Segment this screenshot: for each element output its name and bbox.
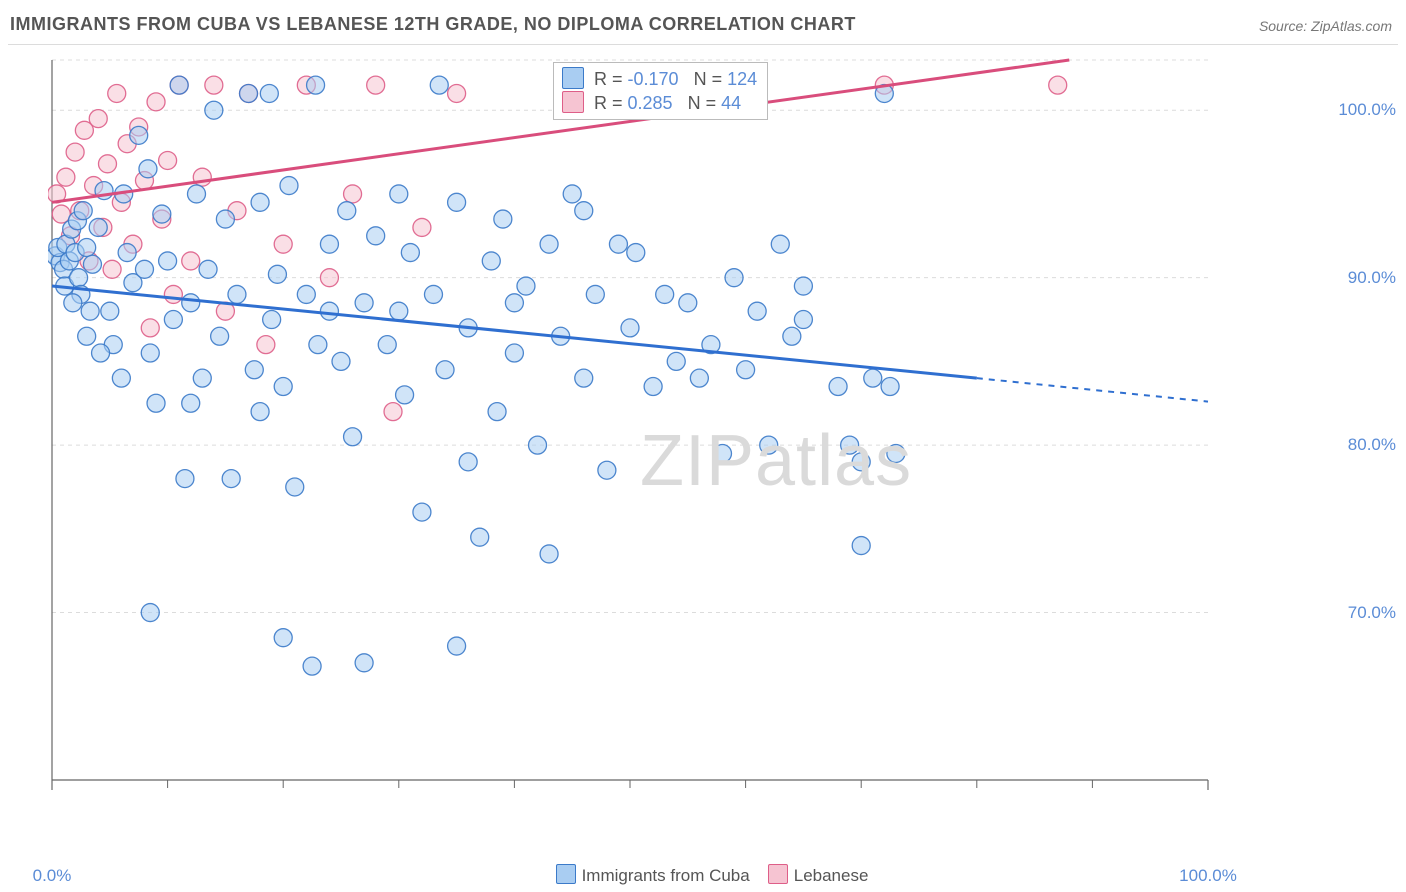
series-swatch xyxy=(562,67,584,89)
stats-n-value: 44 xyxy=(721,93,741,113)
stats-r-label: R = xyxy=(594,69,628,89)
title-divider xyxy=(8,44,1398,45)
source-label: Source: xyxy=(1259,18,1307,34)
legend-label: Immigrants from Cuba xyxy=(582,866,750,885)
chart-title: IMMIGRANTS FROM CUBA VS LEBANESE 12TH GR… xyxy=(10,14,856,35)
scatter-plot xyxy=(48,56,1298,816)
legend-label: Lebanese xyxy=(794,866,869,885)
stats-row: R = 0.285 N = 44 xyxy=(562,91,757,115)
stats-n-label: N = xyxy=(679,69,728,89)
legend-item: Lebanese xyxy=(750,866,869,885)
legend-swatch xyxy=(768,864,788,884)
stats-r-value: -0.170 xyxy=(628,69,679,89)
plot-svg xyxy=(48,56,1298,816)
stats-legend-box: R = -0.170 N = 124R = 0.285 N = 44 xyxy=(553,62,768,120)
stats-n-label: N = xyxy=(673,93,722,113)
source-attribution: Source: ZipAtlas.com xyxy=(1259,18,1392,34)
stats-row: R = -0.170 N = 124 xyxy=(562,67,757,91)
legend-swatch xyxy=(556,864,576,884)
y-tick-label: 90.0% xyxy=(1348,268,1396,288)
series-swatch xyxy=(562,91,584,113)
bottom-legend: Immigrants from Cuba Lebanese xyxy=(0,864,1406,886)
legend-item: Immigrants from Cuba xyxy=(538,866,750,885)
stats-r-label: R = xyxy=(594,93,628,113)
source-value: ZipAtlas.com xyxy=(1311,18,1392,34)
y-tick-label: 80.0% xyxy=(1348,435,1396,455)
y-tick-label: 70.0% xyxy=(1348,603,1396,623)
stats-n-value: 124 xyxy=(727,69,757,89)
stats-r-value: 0.285 xyxy=(628,93,673,113)
y-tick-label: 100.0% xyxy=(1338,100,1396,120)
